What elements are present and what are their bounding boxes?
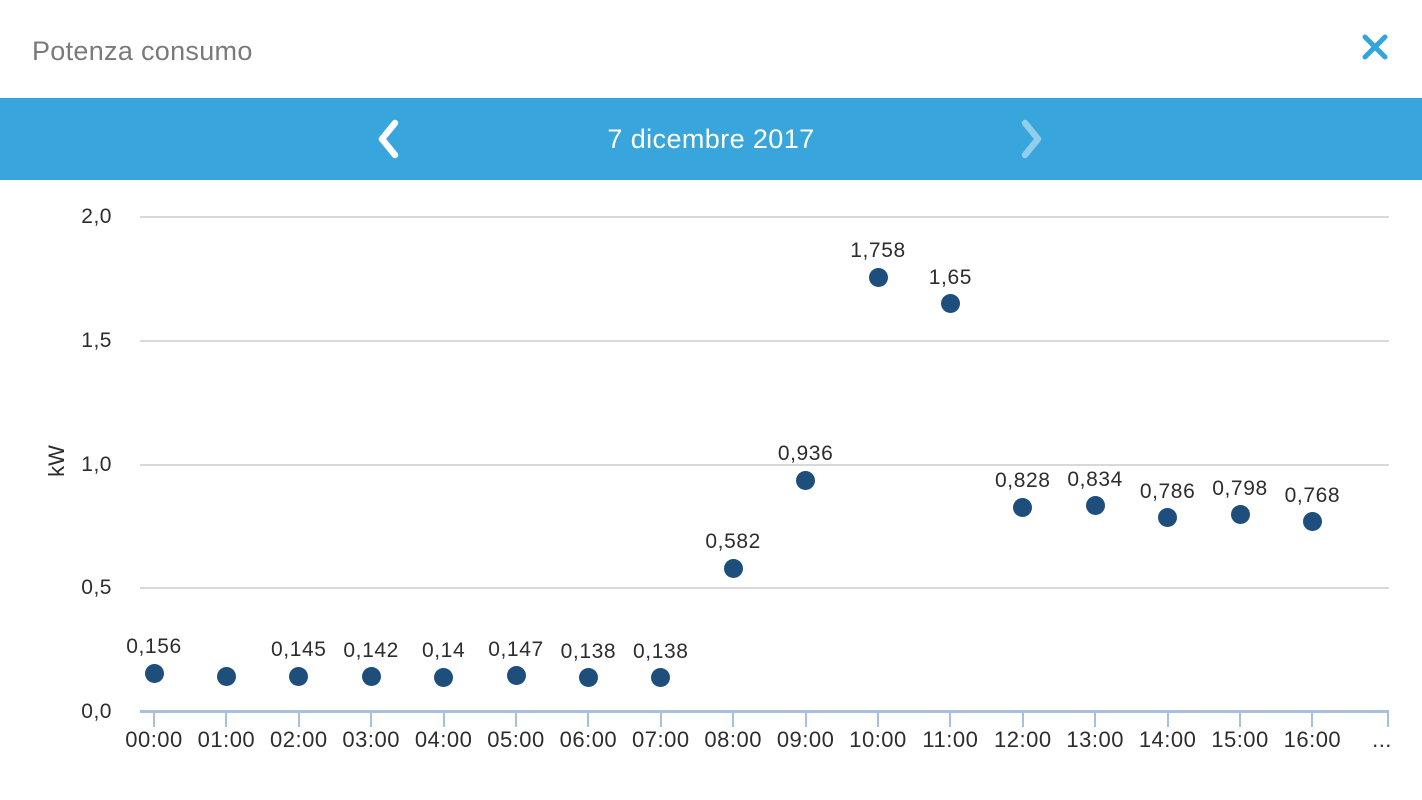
x-axis-line <box>140 710 1389 713</box>
x-axis-tick <box>877 712 879 727</box>
x-axis-tick-label: 01:00 <box>197 727 256 752</box>
data-point-label: 0,828 <box>995 469 1051 493</box>
data-point-label: 0,582 <box>705 530 761 553</box>
x-axis-tick-label: 08:00 <box>704 727 762 752</box>
x-axis-tick-label: 09:00 <box>776 727 835 752</box>
dialog-titlebar: Potenza consumo <box>0 0 1422 98</box>
data-point[interactable] <box>506 666 526 686</box>
data-point[interactable] <box>361 667 381 687</box>
chart-gridline <box>140 216 1389 219</box>
x-axis-tick <box>732 712 735 727</box>
x-axis-tick-label: 16:00 <box>1283 727 1342 752</box>
current-date-label: 7 dicembre 2017 <box>607 124 815 154</box>
x-axis-tick-label: 05:00 <box>487 727 545 752</box>
data-point[interactable] <box>651 668 671 688</box>
next-day-button[interactable] <box>1008 117 1052 161</box>
data-point-label: 0,834 <box>1067 467 1123 491</box>
x-axis-tick <box>1387 712 1389 727</box>
data-point[interactable] <box>434 667 454 687</box>
data-point[interactable] <box>216 666 236 686</box>
chart-gridline <box>140 339 1389 342</box>
data-point[interactable] <box>144 663 164 683</box>
data-point[interactable] <box>1230 505 1250 525</box>
x-axis-tick <box>1094 712 1097 727</box>
data-point[interactable] <box>289 666 309 686</box>
data-point[interactable] <box>868 267 888 287</box>
x-axis-tick-label: 07:00 <box>632 727 690 752</box>
data-point[interactable] <box>1302 512 1322 532</box>
y-axis-tick-label: 2,0 <box>81 205 112 229</box>
chart-gridline <box>140 463 1389 466</box>
data-point-label: 0,138 <box>633 639 689 663</box>
x-axis-tick-label: 11:00 <box>922 727 979 752</box>
x-axis-tick-label: 15:00 <box>1211 727 1269 752</box>
x-axis-tick <box>515 712 517 727</box>
x-axis-tick-label: 14:00 <box>1138 727 1197 752</box>
x-axis-tick-label: 00:00 <box>125 727 183 752</box>
data-point-label: 0,936 <box>777 442 834 466</box>
x-axis-tick <box>442 712 445 727</box>
data-point[interactable] <box>1158 508 1178 528</box>
x-axis-tick-label: 12:00 <box>994 727 1052 752</box>
x-axis-tick <box>1239 712 1241 727</box>
date-nav-bar <box>0 98 1422 180</box>
previous-day-button[interactable] <box>368 117 412 161</box>
x-axis-tick-label: 02:00 <box>270 727 328 752</box>
y-axis-tick-label: 1,5 <box>81 328 112 352</box>
x-axis-tick-label: 04:00 <box>414 727 473 752</box>
x-axis-tick <box>1021 712 1024 727</box>
data-point-label: 0,156 <box>126 635 182 659</box>
data-point-label: 0,14 <box>421 639 466 663</box>
data-point[interactable] <box>1013 497 1033 517</box>
data-point[interactable] <box>940 294 960 314</box>
data-point-label: 0,138 <box>560 639 617 663</box>
data-point-label: 0,142 <box>343 638 399 662</box>
data-point[interactable] <box>1085 496 1105 516</box>
x-axis-tick <box>1311 712 1314 727</box>
close-icon <box>1358 34 1392 67</box>
data-point-label: 0,147 <box>488 637 544 661</box>
data-point-label: 0,798 <box>1212 476 1268 500</box>
chevron-right-icon <box>1008 119 1052 164</box>
x-axis-tick-label: 03:00 <box>342 727 400 752</box>
x-axis-tick <box>370 712 373 727</box>
data-point[interactable] <box>723 558 743 578</box>
close-button[interactable] <box>1358 30 1392 64</box>
data-point[interactable] <box>796 470 816 490</box>
x-axis-tick <box>659 712 662 727</box>
data-point-label: 1,758 <box>850 239 906 263</box>
x-axis-tick <box>804 712 807 727</box>
data-point-label: 0,786 <box>1139 479 1196 503</box>
chart-gridline <box>140 587 1389 590</box>
y-axis-tick-label: 0,0 <box>81 700 112 723</box>
x-axis-tick <box>1166 712 1169 727</box>
x-axis-tick-label: 13:00 <box>1066 727 1124 752</box>
x-axis-tick-label: 10:00 <box>849 727 907 752</box>
y-axis-tick-label: 1,0 <box>81 452 112 476</box>
page-title: Potenza consumo <box>32 36 253 66</box>
data-point-label: 0,768 <box>1284 483 1341 507</box>
x-axis-tick-label: 06:00 <box>559 727 618 752</box>
x-axis-tick <box>587 712 590 727</box>
data-point-label: 1,65 <box>928 265 973 289</box>
chevron-left-icon <box>368 119 412 164</box>
x-axis-tick <box>297 712 300 727</box>
x-axis-tick <box>225 712 228 727</box>
x-axis-tick <box>153 712 155 727</box>
data-point[interactable] <box>578 668 598 688</box>
data-point-label: 0,145 <box>271 638 327 662</box>
x-axis-tick <box>949 712 952 727</box>
x-axis-overflow-label: ... <box>1372 727 1392 752</box>
y-axis-tick-label: 0,5 <box>81 576 112 600</box>
